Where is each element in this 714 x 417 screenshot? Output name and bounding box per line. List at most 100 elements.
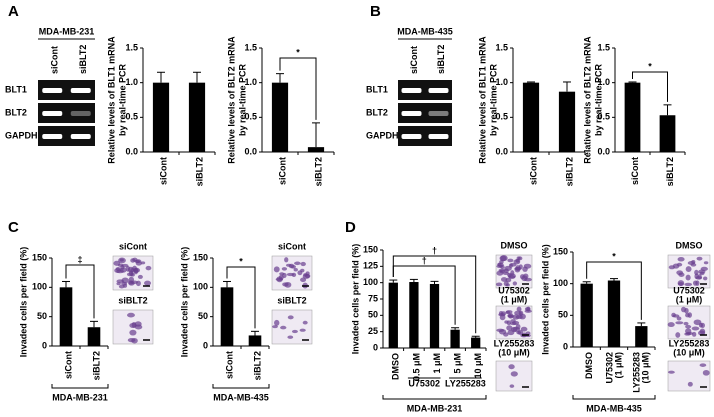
cell [520, 326, 528, 332]
cell-line-label: MDA-MB-231 [407, 403, 463, 413]
gel-band [428, 111, 449, 116]
cell [293, 268, 298, 272]
gel-row [38, 103, 95, 123]
cell [506, 325, 513, 331]
cell [300, 268, 305, 273]
cell [514, 267, 522, 271]
cell [120, 265, 125, 270]
cell [684, 282, 693, 287]
x-tick-label: siCont [158, 157, 168, 185]
cell [285, 263, 292, 267]
cell [291, 329, 298, 334]
gel-band [428, 88, 449, 93]
cell [507, 258, 514, 263]
y-tick-label: 150 [193, 252, 208, 262]
cell [140, 261, 146, 265]
gel-gene-label: BLT1 [366, 84, 388, 94]
bar [307, 147, 325, 152]
cell [685, 324, 692, 329]
gel-band [70, 111, 91, 116]
x-tick-label: siBLT2 [313, 157, 323, 186]
cell [516, 306, 522, 312]
cell [128, 276, 135, 283]
cell [509, 384, 515, 388]
gel-lane-label: siCont [50, 46, 60, 74]
cell [667, 322, 675, 328]
y-axis-label: Relative levels of BLT1 mRNA [477, 36, 487, 164]
significance-label: * [612, 251, 616, 261]
y-tick-label: 0 [373, 342, 378, 352]
cell [284, 257, 289, 263]
y-tick-label: 100 [193, 282, 208, 292]
y-tick-label: 150 [363, 244, 378, 254]
cell [287, 335, 294, 339]
bar [59, 287, 73, 346]
cell [675, 321, 684, 325]
cell-line-bracket [212, 384, 270, 389]
cell [524, 277, 532, 282]
cell-line-bracket [382, 395, 487, 400]
x-tick-label: DMSO [584, 352, 594, 379]
cell [516, 330, 522, 335]
cell [700, 322, 705, 329]
cell [683, 321, 689, 326]
significance-label: * [239, 256, 243, 266]
cell [299, 328, 306, 332]
micrograph-label: U75302 [673, 285, 705, 295]
bar [624, 82, 641, 152]
micrograph-label: DMSO [676, 240, 703, 250]
micrograph-label: (10 μM) [498, 347, 530, 357]
gel-row [38, 126, 95, 146]
cell [282, 272, 287, 278]
x-tick-label: siCont [528, 157, 538, 185]
bar [388, 282, 398, 348]
cell [684, 332, 691, 336]
micrograph [271, 309, 313, 345]
cell [512, 326, 521, 332]
x-tick-label: siBLT2 [91, 351, 101, 380]
bar [87, 327, 101, 346]
y-tick-label: 0.5 [597, 112, 610, 122]
bar [580, 283, 593, 347]
y-axis-label: Relative levels of BLT2 mRNA [226, 36, 236, 164]
cell [696, 256, 703, 261]
cell [677, 282, 684, 286]
gel-cell-line: MDA-MB-435 [397, 26, 453, 36]
cell [512, 281, 518, 286]
bar [429, 283, 440, 348]
cell [703, 261, 709, 265]
cell [137, 274, 143, 279]
y-tick-label: 0.0 [244, 146, 257, 156]
cell [685, 313, 690, 318]
cell [513, 259, 521, 265]
cell [499, 314, 506, 321]
cell [113, 260, 121, 266]
cell [294, 261, 301, 266]
gel-band [42, 88, 63, 93]
gel-band [42, 111, 63, 116]
gel-band [401, 134, 422, 139]
cell [699, 363, 707, 367]
cell-line-bracket [51, 384, 109, 389]
gel-row [398, 103, 452, 123]
cell [115, 267, 121, 271]
y-tick-label: 0.5 [125, 112, 138, 122]
micrograph-label: siBLT2 [277, 295, 306, 305]
x-tick-label: siCont [277, 157, 287, 185]
y-axis-label: Invaded cells per field (%) [350, 244, 360, 355]
x-tick-label: siBLT2 [252, 351, 262, 380]
micrograph-label: siCont [119, 241, 147, 251]
cell [694, 273, 699, 280]
cell [499, 255, 507, 262]
y-tick-label: 0 [42, 340, 47, 350]
gel-gene-label: BLT1 [5, 84, 27, 94]
bar [659, 115, 676, 152]
gel-cell-line: MDA-MB-231 [39, 26, 95, 36]
cell [675, 332, 681, 338]
y-tick-label: 25 [368, 326, 378, 336]
y-axis-label: Invaded cells per field (%) [179, 247, 189, 358]
cell [681, 306, 687, 313]
y-tick-label: 50 [37, 311, 47, 321]
micrograph-label: (1 μM) [676, 294, 703, 304]
cell [504, 320, 509, 324]
